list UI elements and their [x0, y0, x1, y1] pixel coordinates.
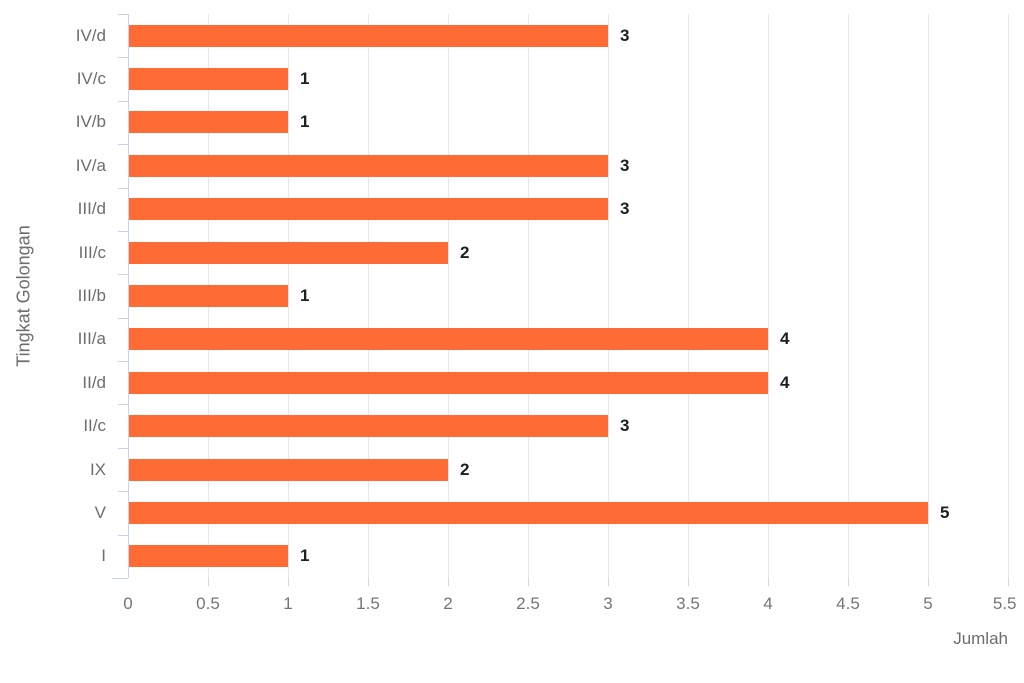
category-label-iii-c: III/c: [78, 243, 106, 262]
y-axis-tick: [118, 144, 128, 145]
gridline: [928, 14, 929, 578]
y-axis-tick: [112, 578, 128, 579]
gridline: [528, 14, 529, 578]
y-axis-title: Tingkat Golongan: [13, 225, 34, 367]
category-label-v: V: [94, 503, 106, 522]
bar-value-label: 3: [620, 26, 630, 45]
category-label-iii-b: III/b: [77, 286, 106, 305]
bar-i: [129, 545, 288, 567]
x-axis-tick: [1008, 578, 1009, 586]
bar-value-label: 4: [780, 373, 790, 392]
x-axis-tick: [928, 578, 929, 586]
y-axis-tick: [118, 448, 128, 449]
bar-ix: [129, 459, 448, 481]
bar-value-label: 1: [300, 69, 310, 88]
x-axis-tick: [848, 578, 849, 586]
gridline: [688, 14, 689, 578]
gridline: [768, 14, 769, 578]
x-tick-label: 0: [123, 594, 133, 613]
y-axis-tick: [118, 188, 128, 189]
x-tick-label: 1: [283, 594, 293, 613]
y-axis-tick: [118, 274, 128, 275]
x-tick-label: 4.5: [836, 594, 860, 613]
y-axis-tick: [118, 404, 128, 405]
category-label-iii-a: III/a: [77, 329, 106, 348]
x-axis-tick: [608, 578, 609, 586]
bar-value-label: 3: [620, 416, 630, 435]
y-axis-tick: [118, 57, 128, 58]
category-label-iii-d: III/d: [77, 199, 106, 218]
bar-value-label: 4: [780, 329, 790, 348]
bar-value-label: 1: [300, 546, 310, 565]
x-axis-tick: [288, 578, 289, 586]
x-tick-label: 2.5: [516, 594, 540, 613]
gridline: [288, 14, 289, 578]
plot-area: 3 IV/d 1 IV/c 1 IV/b 3 IV/a 3 III/d 2 III/c 1 III/b 4 I…: [76, 14, 1017, 613]
gridline: [368, 14, 369, 578]
x-axis-tick: [208, 578, 209, 586]
y-axis-tick: [118, 101, 128, 102]
y-axis-tick: [118, 14, 128, 15]
bar-iii-d: [129, 198, 608, 220]
bar-value-label: 3: [620, 156, 630, 175]
x-tick-label: 1.5: [356, 594, 380, 613]
x-tick-label: 5.5: [992, 594, 1017, 613]
bar-v: [129, 502, 928, 524]
x-tick-label: 5: [923, 594, 933, 613]
bar-iv-a: [129, 155, 608, 177]
x-axis-tick: [448, 578, 449, 586]
bar-value-label: 2: [460, 243, 470, 262]
category-label-iv-c: IV/c: [76, 69, 106, 88]
bar-value-label: 5: [940, 503, 950, 522]
category-label-ix: IX: [89, 460, 106, 479]
x-axis-title: Jumlah: [953, 629, 1008, 648]
category-label-ii-d: II/d: [82, 373, 106, 392]
y-axis-tick: [118, 535, 128, 536]
x-axis-tick: [528, 578, 529, 586]
category-label-iv-b: IV/b: [75, 112, 106, 131]
gridline: [608, 14, 609, 578]
bar-value-label: 1: [300, 286, 310, 305]
y-axis-line: [128, 14, 129, 578]
bar-iii-a: [129, 328, 768, 350]
category-label-iv-a: IV/a: [75, 156, 106, 175]
bar-value-label: 2: [460, 460, 470, 479]
x-tick-label: 4: [763, 594, 773, 613]
bar-iv-d: [129, 25, 608, 47]
bar-value-label: 1: [300, 112, 310, 131]
y-axis-tick: [118, 231, 128, 232]
x-axis-tick: [368, 578, 369, 586]
bar-ii-c: [129, 415, 608, 437]
bar-iv-b: [129, 111, 288, 133]
y-axis-tick: [118, 361, 128, 362]
gridline: [448, 14, 449, 578]
gridline: [1008, 14, 1009, 578]
bar-iii-b: [129, 285, 288, 307]
bar-value-label: 3: [620, 199, 630, 218]
y-axis-tick: [118, 318, 128, 319]
y-axis-tick: [118, 491, 128, 492]
x-tick-label: 0.5: [196, 594, 220, 613]
x-axis-tick: [688, 578, 689, 586]
bar-iii-c: [129, 242, 448, 264]
x-axis-tick: [768, 578, 769, 586]
x-tick-label: 3: [603, 594, 613, 613]
bar-iv-c: [129, 68, 288, 90]
category-label-iv-d: IV/d: [75, 26, 106, 45]
gridline: [848, 14, 849, 578]
x-tick-label: 2: [443, 594, 453, 613]
category-label-ii-c: II/c: [83, 416, 106, 435]
category-label-i: I: [101, 546, 106, 565]
x-tick-label: 3.5: [676, 594, 700, 613]
bar-ii-d: [129, 372, 768, 394]
